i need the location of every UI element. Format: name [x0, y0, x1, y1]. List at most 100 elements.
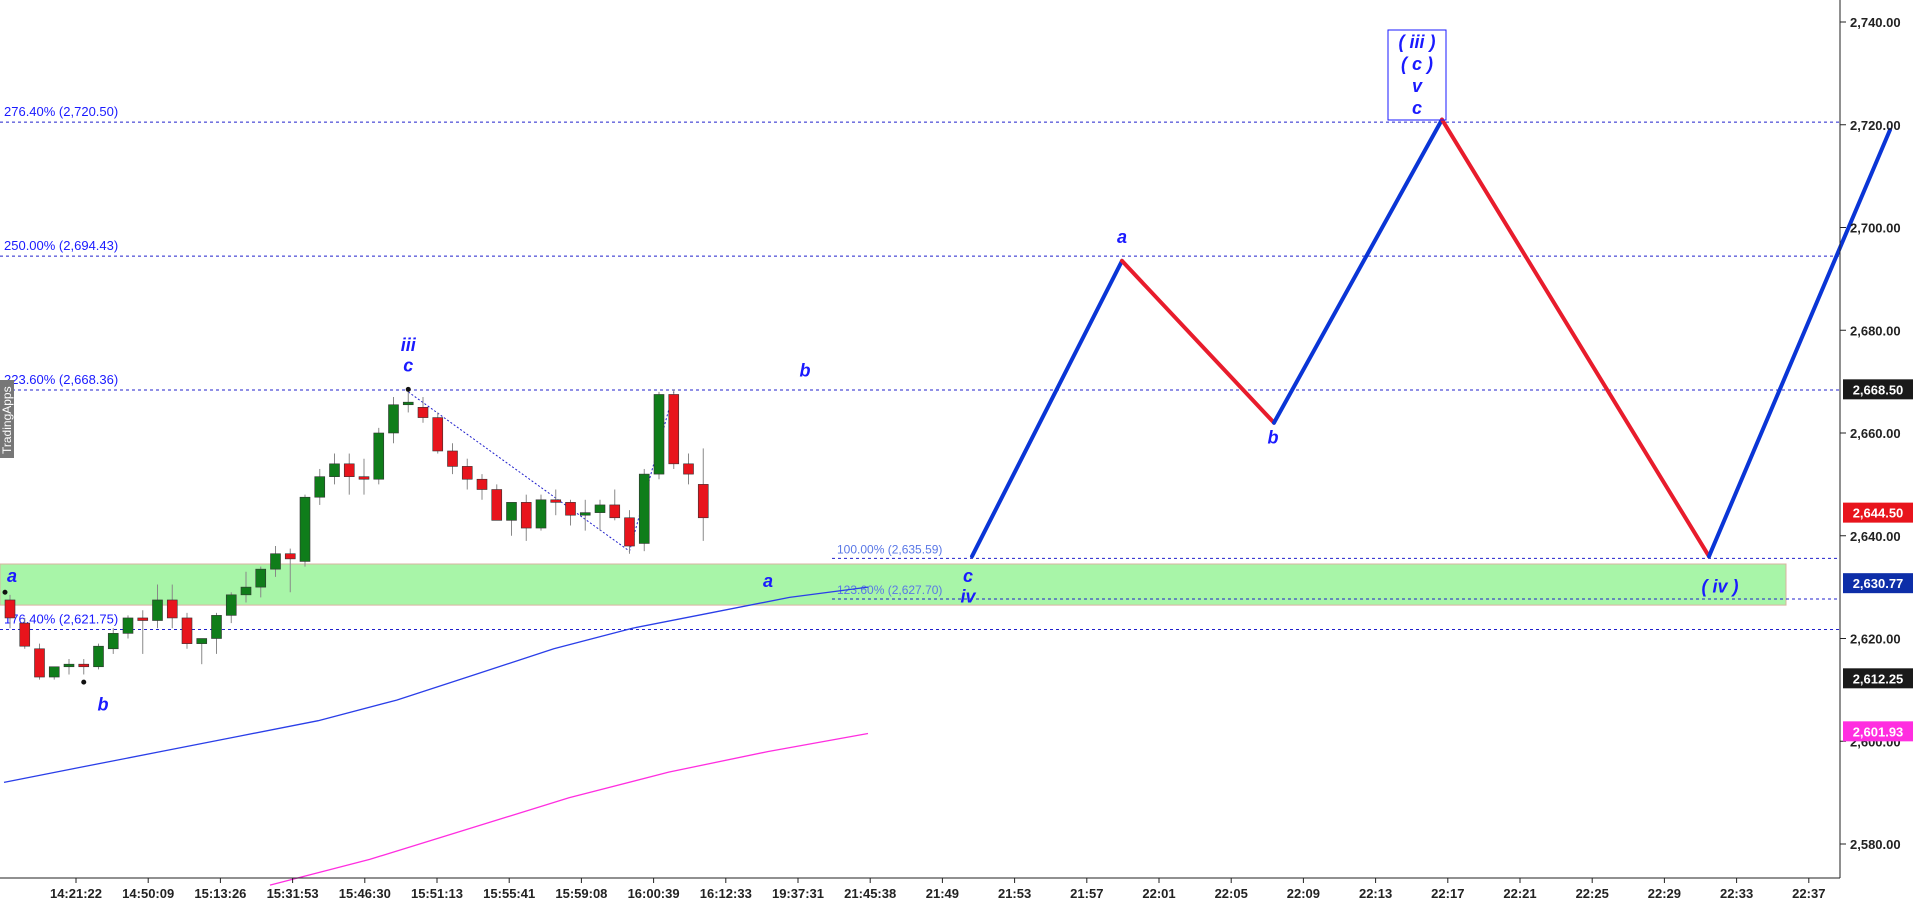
price-badge-bg: [1843, 573, 1913, 594]
candle[interactable]: [196, 638, 208, 665]
time-tick-label: 21:45:38: [844, 886, 896, 901]
candle[interactable]: [358, 458, 370, 495]
wave-projection-path: [970, 117, 1892, 559]
candle[interactable]: [550, 489, 562, 516]
candle[interactable]: [270, 546, 281, 577]
candle-body: [270, 553, 281, 570]
candle[interactable]: [19, 617, 31, 649]
candle[interactable]: [506, 502, 517, 536]
candle[interactable]: [668, 389, 680, 469]
moving-averages: [3, 586, 869, 886]
candle[interactable]: [402, 389, 414, 413]
candle[interactable]: [284, 548, 296, 593]
candle[interactable]: [432, 412, 444, 454]
candle[interactable]: [373, 427, 385, 485]
price-tick-label: 2,740.00: [1850, 15, 1901, 30]
wave-label-a: a: [7, 566, 17, 586]
time-tick-label: 16:12:33: [700, 886, 752, 901]
candle-body: [137, 617, 149, 621]
candle[interactable]: [211, 612, 222, 654]
candle[interactable]: [137, 610, 149, 654]
projection-segment: [1440, 117, 1711, 559]
candle[interactable]: [181, 612, 193, 649]
candle-body: [565, 502, 576, 516]
candle[interactable]: [107, 628, 119, 654]
candle[interactable]: [63, 659, 75, 675]
candle[interactable]: [491, 484, 503, 521]
candle-body: [343, 463, 355, 477]
trend-line-wave-c: [407, 391, 630, 552]
candle-body: [78, 663, 90, 668]
candle[interactable]: [638, 468, 650, 552]
candle[interactable]: [461, 458, 473, 490]
time-axis[interactable]: 14:21:22 14:50:09 15:13:26 15:31:53 15:46:30…: [0, 877, 1840, 901]
candle[interactable]: [520, 494, 532, 541]
candle[interactable]: [329, 453, 340, 485]
candle[interactable]: [152, 584, 163, 629]
candle[interactable]: [343, 453, 355, 495]
candle-body: [240, 586, 252, 596]
candle-body: [358, 476, 370, 480]
candle[interactable]: [255, 566, 267, 598]
price-tick-label: 2,720.00: [1850, 118, 1901, 133]
candle-body: [211, 615, 222, 639]
price-axis[interactable]: 2,580.002,600.002,620.002,640.002,660.00…: [1839, 0, 1901, 878]
time-tick-label: 15:51:13: [411, 886, 463, 901]
candle[interactable]: [579, 499, 591, 531]
candle[interactable]: [417, 397, 429, 423]
candle[interactable]: [476, 474, 488, 500]
price-badge: 2,612.25: [1843, 668, 1913, 689]
wave-label-box-line: v: [1412, 76, 1423, 96]
candle[interactable]: [48, 666, 60, 680]
candle-body: [506, 502, 517, 521]
candle[interactable]: [609, 489, 621, 521]
candle[interactable]: [314, 468, 326, 505]
time-tick-label: 22:13: [1359, 886, 1392, 901]
candle[interactable]: [166, 584, 178, 629]
support-zone: [0, 563, 1787, 606]
price-tick-label: 2,640.00: [1850, 529, 1901, 544]
time-tick-label: 22:33: [1720, 886, 1753, 901]
projection-segment: [1120, 258, 1276, 425]
price-badge-label: 2,644.50: [1853, 506, 1904, 521]
candle[interactable]: [697, 448, 709, 541]
candle[interactable]: [565, 499, 576, 526]
pivot-dot: [405, 386, 411, 392]
price-badge-bg: [1843, 721, 1913, 742]
wave-label-iv: iv: [960, 587, 976, 607]
candle[interactable]: [683, 453, 694, 485]
candle-body: [476, 478, 488, 490]
projection-segment: [1707, 127, 1892, 559]
candle-body: [314, 476, 326, 498]
time-tick-label: 15:13:26: [194, 886, 246, 901]
price-badge: 2,644.50: [1843, 502, 1913, 523]
candle[interactable]: [78, 659, 90, 675]
time-tick-label: 22:21: [1503, 886, 1536, 901]
candlesticks[interactable]: [2, 386, 709, 685]
candle[interactable]: [240, 571, 252, 603]
price-badge-label: 2,668.50: [1853, 382, 1904, 397]
pivot-dot: [2, 589, 8, 595]
candle[interactable]: [388, 397, 399, 444]
candle[interactable]: [653, 391, 665, 480]
candle[interactable]: [624, 510, 635, 554]
time-tick-label: 15:59:08: [555, 886, 607, 901]
candle[interactable]: [225, 592, 237, 624]
candle[interactable]: [299, 494, 311, 567]
time-tick-label: 15:55:41: [483, 886, 535, 901]
fib-small-label-1: 123.60% (2,627.70): [837, 583, 942, 597]
candle[interactable]: [594, 499, 606, 531]
candle[interactable]: [4, 594, 16, 629]
fib-label-0: 276.40% (2,720.50): [4, 104, 118, 119]
candle-body: [697, 484, 709, 519]
candle[interactable]: [447, 443, 458, 475]
candle[interactable]: [93, 643, 104, 670]
candle-body: [373, 432, 385, 480]
price-badge-bg: [1843, 668, 1913, 689]
candle-body: [491, 489, 503, 521]
candle[interactable]: [34, 643, 45, 680]
candle[interactable]: [122, 615, 134, 639]
candle[interactable]: [535, 494, 547, 531]
